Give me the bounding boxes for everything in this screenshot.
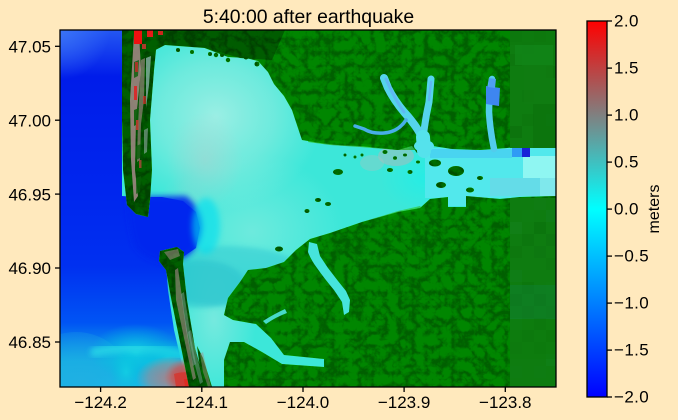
svg-text:46.85: 46.85	[8, 333, 51, 352]
svg-text:0.5: 0.5	[614, 153, 639, 172]
svg-text:5:40:00 after earthquake: 5:40:00 after earthquake	[203, 6, 414, 28]
svg-text:1.5: 1.5	[614, 59, 639, 78]
svg-text:meters: meters	[646, 185, 663, 234]
svg-text:−124.0: −124.0	[277, 393, 329, 412]
svg-text:1.0: 1.0	[614, 106, 639, 125]
svg-text:46.90: 46.90	[8, 259, 51, 278]
svg-text:−1.5: −1.5	[614, 341, 649, 360]
svg-text:−123.8: −123.8	[479, 393, 531, 412]
svg-text:47.05: 47.05	[8, 38, 51, 57]
svg-text:0.0: 0.0	[614, 200, 639, 219]
svg-text:47.00: 47.00	[8, 111, 51, 130]
svg-text:−123.9: −123.9	[378, 393, 430, 412]
svg-text:−124.2: −124.2	[74, 393, 126, 412]
svg-text:−124.1: −124.1	[176, 393, 228, 412]
svg-text:−2.0: −2.0	[614, 388, 649, 407]
svg-text:46.95: 46.95	[8, 185, 51, 204]
svg-text:−0.5: −0.5	[614, 247, 649, 266]
svg-text:2.0: 2.0	[614, 12, 639, 31]
svg-text:−1.0: −1.0	[614, 294, 649, 313]
